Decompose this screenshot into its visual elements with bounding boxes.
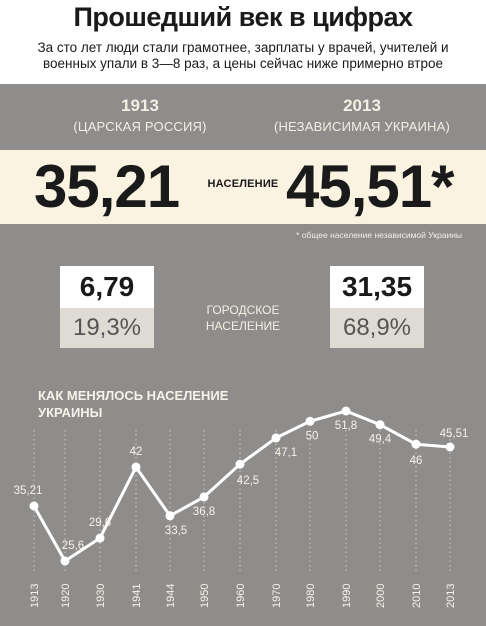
x-tick-1980: 1980 xyxy=(305,584,317,608)
data-point-1990 xyxy=(341,406,351,416)
data-label-1920: 25,6 xyxy=(62,540,84,552)
data-label-2010: 46 xyxy=(410,455,423,467)
data-point-1944 xyxy=(165,511,175,521)
chart-title: КАК МЕНЯЛОСЬ НАСЕЛЕНИЕ УКРАИНЫ xyxy=(38,388,229,420)
left-period: (ЦАРСКАЯ РОССИЯ) xyxy=(73,119,207,134)
x-tick-1960: 1960 xyxy=(235,584,247,608)
data-point-1941 xyxy=(131,462,141,472)
population-band xyxy=(0,150,486,224)
data-point-1980 xyxy=(305,416,315,426)
x-tick-1941: 1941 xyxy=(131,584,143,608)
left-year: 1913 xyxy=(121,96,159,115)
data-point-2013 xyxy=(445,442,455,452)
x-tick-2000: 2000 xyxy=(375,584,387,608)
urban-box-2013: 31,35 68,9% xyxy=(330,266,424,348)
right-year: 2013 xyxy=(343,96,381,115)
population-label: НАСЕЛЕНИЕ xyxy=(207,178,279,190)
x-tick-1944: 1944 xyxy=(165,584,177,608)
data-label-1930: 29,6 xyxy=(89,517,111,529)
data-point-1970 xyxy=(271,433,281,443)
x-tick-1913: 1913 xyxy=(29,584,41,608)
data-label-1950: 36,8 xyxy=(193,506,215,518)
data-label-1970: 47,1 xyxy=(275,447,297,459)
x-tick-1930: 1930 xyxy=(95,584,107,608)
x-tick-2013: 2013 xyxy=(445,584,457,608)
x-tick-1990: 1990 xyxy=(341,584,353,608)
urban-value-2013: 31,35 xyxy=(330,266,424,308)
x-tick-1950: 1950 xyxy=(199,584,211,608)
data-label-1944: 33,5 xyxy=(165,525,187,537)
data-label-1980: 50 xyxy=(306,430,319,442)
x-tick-2010: 2010 xyxy=(411,584,423,608)
data-point-2000 xyxy=(375,420,385,430)
data-label-2000: 49,4 xyxy=(369,434,392,446)
urban-value-1913: 6,79 xyxy=(60,266,154,308)
data-label-1941: 42 xyxy=(130,446,143,458)
population-1913: 35,21 xyxy=(34,153,180,220)
urban-share-2013: 68,9% xyxy=(330,308,424,348)
population-2013: 45,51* xyxy=(286,153,454,220)
data-point-1913 xyxy=(29,501,39,511)
data-point-2010 xyxy=(411,439,421,449)
data-label-1913: 35,21 xyxy=(14,485,43,497)
right-period: (НЕЗАВИСИМАЯ УКРАИНА) xyxy=(273,119,451,134)
data-point-1930 xyxy=(95,533,105,543)
x-tick-1970: 1970 xyxy=(271,584,283,608)
x-tick-1920: 1920 xyxy=(60,584,72,608)
page-title: Прошедший век в цифрах xyxy=(73,2,413,32)
data-label-1960: 42,5 xyxy=(237,475,259,487)
data-point-1960 xyxy=(235,459,245,469)
data-label-1990: 51,8 xyxy=(335,420,357,432)
page-subtitle: За сто лет люди стали грамотнее, зарплат… xyxy=(37,40,449,71)
urban-share-1913: 19,3% xyxy=(60,308,154,348)
data-point-1920 xyxy=(60,556,70,566)
urban-box-1913: 6,79 19,3% xyxy=(60,266,154,348)
urban-label: ГОРОДСКОЕ НАСЕЛЕНИЕ xyxy=(205,303,281,333)
data-point-1950 xyxy=(199,492,209,502)
data-label-2013: 45,51 xyxy=(440,428,469,440)
footnote: * общее население независимой Украины xyxy=(296,230,462,240)
